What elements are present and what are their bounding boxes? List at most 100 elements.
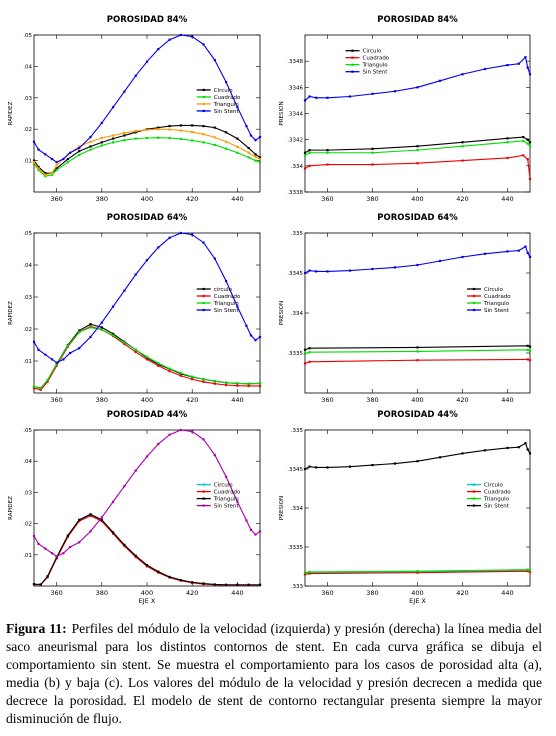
panel-1-legend-label-1: Circulo	[214, 88, 234, 94]
panel-3-series-4-point-4	[55, 361, 58, 364]
panel-5-series-4-point-12	[134, 469, 137, 472]
panel-6-legend-label-3: Triangulo	[483, 497, 510, 503]
panel-3-series-3-point-9	[123, 341, 126, 344]
panel-5-series-3-point-14	[179, 578, 182, 582]
panel-2-series-4-point-10	[483, 67, 487, 71]
panel-6-ytick-label-3: .3345	[287, 467, 303, 473]
panel-5-series-3-point-8	[112, 531, 115, 534]
panel-1-series-1-point-0	[32, 159, 36, 162]
panel-3-series-2-point-18	[225, 383, 228, 387]
panel-5-series-4-point-19	[213, 453, 216, 457]
panel-5-series-3-point-12	[157, 570, 160, 573]
panel-3-series-4-point-23	[249, 334, 253, 337]
panel-1-series-3-point-22	[254, 155, 257, 158]
panel-6-ytick-label-1: .3335	[287, 545, 303, 551]
panel-4-series-2-point-0	[303, 362, 307, 365]
panel-5-xtick-label-0: 360	[50, 589, 62, 597]
panel-3-series-2-point-20	[247, 384, 250, 388]
panel-1-xtick-label-1: 380	[96, 195, 108, 203]
panel-4-series-4-point-10	[483, 252, 487, 255]
panel-2-series-2-point-2	[326, 163, 329, 166]
panel-6-series-3-point-4	[528, 569, 532, 572]
panel-5-ylabel: RAPIDEZ	[8, 496, 14, 520]
panel-6-series-2-point-4	[528, 570, 532, 574]
panel-3-series-1-point-8	[112, 332, 115, 335]
panel-4-series-4-point-6	[393, 266, 397, 269]
panel-6-series-4-point-2	[315, 466, 318, 469]
panel-5-legend-label-2: Cuadrado	[214, 490, 241, 496]
panel-3-series-2-point-13	[168, 370, 171, 373]
panel-5-legend-marker-2	[202, 490, 205, 493]
panel-5-series-3-point-15	[191, 581, 194, 584]
panel-3-series-3-point-7	[100, 328, 103, 331]
panel-6-series-3-point-3	[526, 568, 529, 571]
panel-1-series-2-point-9	[112, 141, 115, 144]
panel-3-xtick-label-4: 440	[231, 396, 243, 404]
panel-3-series-3-point-16	[202, 378, 205, 381]
panel-3-series-2-point-2	[46, 380, 49, 383]
panel-1-ytick-label-4: .05	[23, 33, 32, 39]
panel-3-series-4-point-5	[62, 358, 65, 361]
panel-5-series-4-point-5	[62, 552, 65, 555]
panel-4-ytick-label-0: .3335	[287, 351, 303, 357]
panel-2-series-1-point-5	[461, 141, 464, 144]
panel-4-series-4-point-2	[315, 270, 318, 273]
panel-3-series-2-line	[34, 325, 260, 391]
panel-1-series-4-point-6	[69, 151, 72, 154]
panel-1-series-3-point-2	[44, 173, 47, 176]
panel-4-series-4-line	[305, 245, 530, 274]
panel-2-frame	[304, 34, 531, 193]
panel-6-legend-label-2: Cuadrado	[484, 490, 511, 496]
panel-2-series-4-point-15	[528, 73, 532, 76]
panel-5-series-2-line	[34, 515, 260, 586]
panel-2-xtick-label-2: 400	[411, 195, 423, 203]
panel-4-series-3-point-2	[416, 350, 419, 353]
panel-1-series-4-line	[34, 35, 260, 163]
panel-3-series-3-point-2	[46, 379, 49, 382]
panel-1-series-1-point-2	[44, 172, 47, 175]
panel-3-series-3-point-13	[168, 367, 171, 370]
panel-3-series-4-point-16	[179, 231, 182, 235]
panel-5-series-4-point-6	[69, 545, 72, 549]
panel-1-series-2-point-6	[78, 153, 81, 157]
panel-5-series-3-point-17	[213, 583, 216, 586]
panel-4-xtick-label-2: 400	[411, 396, 423, 404]
panel-1-series-1-point-14	[168, 124, 171, 128]
panel-1-series-1-point-11	[134, 131, 137, 134]
panel-6-series-3-point-0	[303, 571, 307, 574]
panel-2-series-2-point-7	[522, 154, 525, 157]
panel-5-series-4-point-10	[112, 500, 115, 503]
panel-5-xtick-label-4: 440	[231, 589, 243, 597]
panel-2-ytick-label-4: .3346	[287, 85, 303, 91]
panel-3-series-4-point-1	[37, 348, 40, 351]
panel-5-series-4-point-16	[179, 428, 182, 432]
panel-2-legend-marker-4	[351, 70, 354, 73]
panel-2-ytick-label-3: .3344	[287, 112, 303, 118]
panel-5-title: POROSIDAD 44%	[107, 410, 188, 420]
panel-6-series-4-point-3	[326, 466, 329, 469]
panel-3-xtick-label-0: 360	[50, 396, 62, 404]
panel-1-xtick-label-2: 400	[141, 195, 153, 203]
panel-1-series-3-point-10	[123, 131, 126, 135]
panel-4-xtick-label-0: 360	[321, 396, 333, 404]
panel-3-series-4-point-21	[236, 305, 239, 308]
panel-6-series-3-point-2	[416, 570, 419, 573]
panel-1-series-1-point-22	[254, 153, 257, 156]
panel-3-series-4-point-8	[89, 335, 92, 339]
panel-1-ylabel: RAPIDEZ	[8, 101, 14, 125]
panel-1-series-2-point-7	[89, 148, 92, 151]
panel-1-series-1-point-15	[179, 124, 182, 127]
panel-1-series-1-point-5	[66, 157, 69, 161]
panel-1-legend-marker-3	[202, 102, 205, 106]
panel-3-series-4-point-9	[100, 321, 103, 324]
panel-3-ytick-label-4: .05	[23, 231, 32, 237]
panel-5-legend-marker-1	[202, 483, 205, 486]
panel-1-series-4-point-15	[168, 38, 171, 41]
panel-4-xtick-label-1: 380	[366, 396, 378, 404]
caption-text: Perfiles del módulo de la velocidad (izq…	[6, 621, 542, 726]
panel-4-series-4-point-7	[416, 263, 419, 267]
panel-4-legend-label-2: Cuadrado	[484, 294, 511, 300]
panel-5-series-4-line	[34, 430, 260, 557]
panel-3-series-4-point-19	[213, 257, 216, 260]
panel-4-series-2-point-2	[416, 359, 419, 362]
